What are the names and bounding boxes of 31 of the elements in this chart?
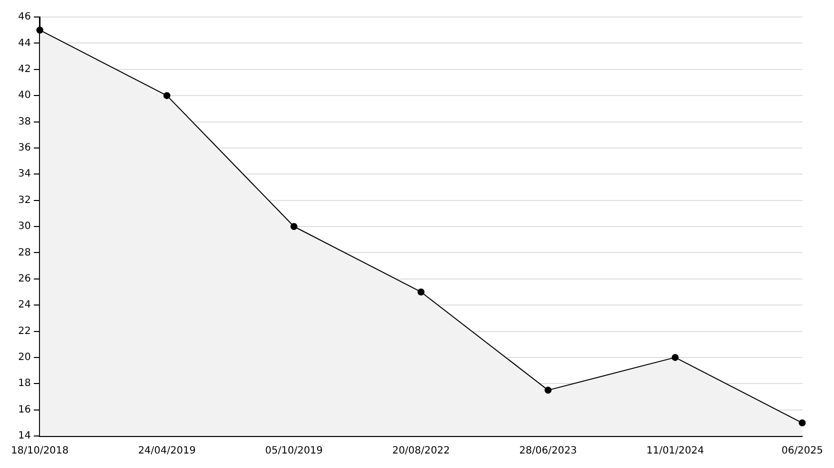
- x-tick-label: 11/01/2024: [646, 446, 704, 457]
- point: [36, 26, 44, 34]
- y-tick-label: 22: [18, 326, 31, 337]
- point: [163, 92, 170, 100]
- point: [672, 354, 679, 361]
- y-tick-label: 32: [18, 194, 31, 206]
- y-tick-label: 24: [18, 300, 31, 311]
- x-tick-label: 18/10/2018: [11, 446, 69, 457]
- point: [544, 386, 552, 394]
- y-tick-label: 34: [18, 168, 31, 180]
- y-tick-label: 26: [18, 273, 31, 284]
- y-tick-label: 44: [18, 38, 31, 49]
- y-tick-label: 20: [18, 352, 31, 364]
- x-tick-label: 05/10/2019: [265, 446, 323, 457]
- y-tick-label: 46: [18, 12, 31, 23]
- x-tick-label: 20/08/2022: [392, 446, 450, 457]
- x-tick-label: 28/06/2023: [519, 446, 577, 457]
- y-tick-label: 42: [18, 64, 31, 75]
- y-tick-label: 36: [18, 142, 31, 154]
- y-tick-label: 30: [18, 221, 31, 232]
- point: [418, 288, 425, 296]
- y-tick-label: 14: [18, 430, 31, 442]
- point: [798, 419, 806, 426]
- y-tick-label: 16: [18, 404, 31, 416]
- y-tick-label: 40: [18, 90, 31, 102]
- y-tick-label: 38: [18, 116, 31, 128]
- y-tick-label: 18: [18, 378, 31, 390]
- x-tick-label: 24/04/2019: [138, 446, 196, 457]
- point: [290, 223, 298, 230]
- x-tick-label: 06/2025: [781, 446, 823, 457]
- y-tick-label: 28: [18, 247, 31, 258]
